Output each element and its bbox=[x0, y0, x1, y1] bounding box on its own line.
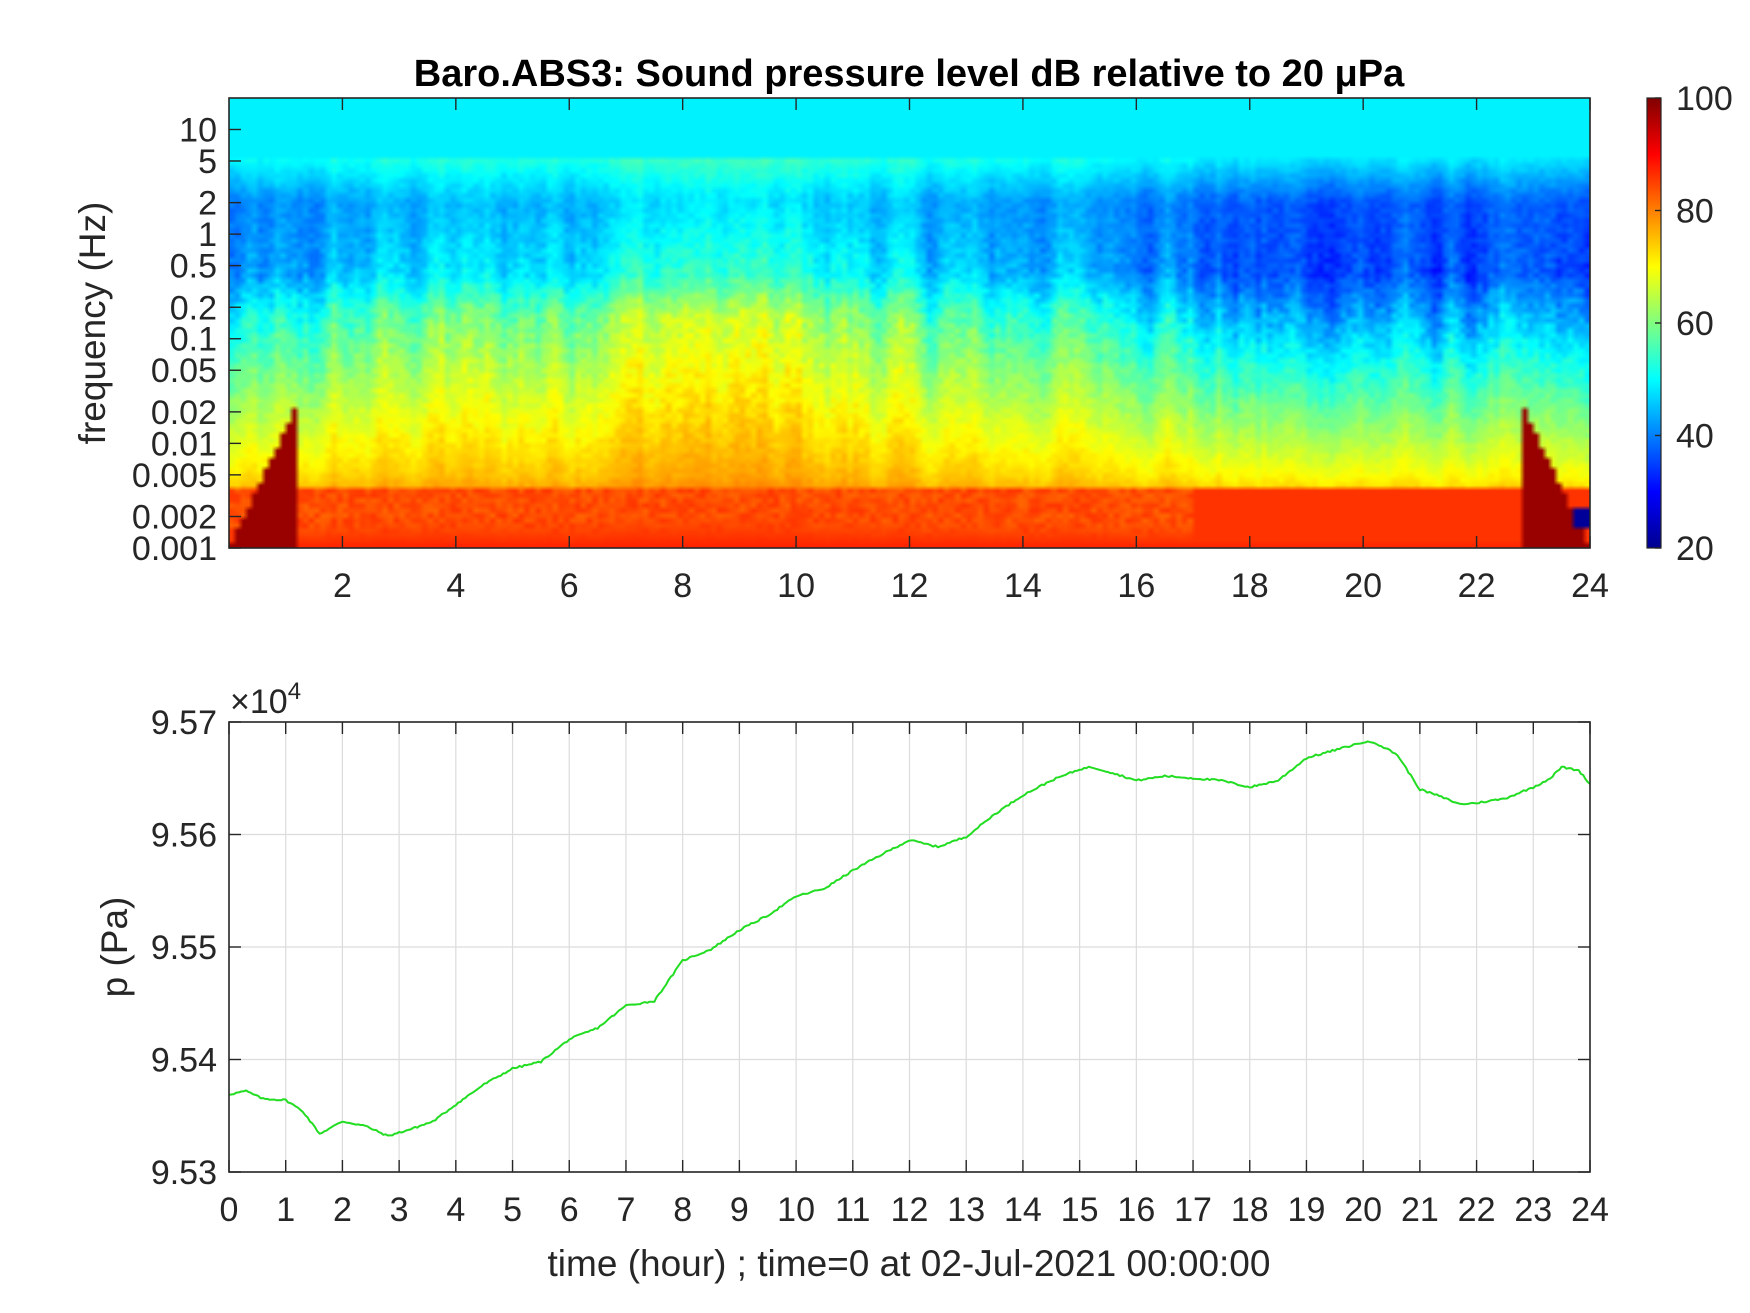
pressure-plot: 0 1 2 3 4 5 6 7 8 9 10 11 12 13 14 15 16 17 18 19 20 21 22 23 24… bbox=[151, 704, 1609, 1229]
spectrogram-y-tick-label: 0.2 bbox=[170, 289, 217, 327]
spectrogram-y-tick-label: 5 bbox=[198, 143, 217, 181]
spectrogram-title: Baro.ABS3: Sound pressure level dB relat… bbox=[414, 53, 1405, 95]
pressure-x-tick-label: 2 bbox=[333, 1191, 352, 1229]
pressure-x-tick-label: 3 bbox=[390, 1191, 409, 1229]
spectrogram-x-tick-label: 18 bbox=[1231, 567, 1269, 605]
spectrogram-y-tick-label: 0.5 bbox=[170, 248, 217, 286]
pressure-x-tick-label: 22 bbox=[1458, 1191, 1496, 1229]
spectrogram-x-tick-label: 24 bbox=[1571, 567, 1609, 605]
pressure-x-tick-label: 9 bbox=[730, 1191, 749, 1229]
pressure-xlabel: time (hour) ; time=0 at 02-Jul-2021 00:0… bbox=[548, 1243, 1271, 1284]
spectrogram-y-tick-label: 0.001 bbox=[132, 530, 217, 568]
spectrogram-image bbox=[229, 98, 1590, 548]
spectrogram-y-tick-label: 0.1 bbox=[170, 321, 217, 359]
colorbar-tick-label: 60 bbox=[1676, 305, 1714, 343]
colorbar-ticks: 100 80 60 40 20 bbox=[1655, 80, 1733, 568]
colorbar-tick-label: 100 bbox=[1676, 80, 1733, 118]
pressure-y-tick-label: 9.55 bbox=[151, 929, 217, 967]
exponent-base: ×10 bbox=[230, 683, 288, 721]
pressure-x-tick-label: 24 bbox=[1571, 1191, 1609, 1229]
pressure-x-tick-label: 0 bbox=[220, 1191, 239, 1229]
pressure-x-tick-label: 19 bbox=[1288, 1191, 1326, 1229]
spectrogram-y-tick-label: 0.01 bbox=[151, 425, 217, 463]
spectrogram-x-tick-label: 22 bbox=[1458, 567, 1496, 605]
spectrogram-x-tick-label: 12 bbox=[891, 567, 929, 605]
spectrogram-x-tick-label: 10 bbox=[777, 567, 815, 605]
pressure-x-tick-label: 12 bbox=[891, 1191, 929, 1229]
pressure-x-tick-label: 17 bbox=[1174, 1191, 1212, 1229]
spectrogram-x-tick-label: 4 bbox=[446, 567, 465, 605]
spectrogram-plot: 2 4 6 8 10 12 14 16 18 20 22 24 105210.50.20.10.050… bbox=[132, 97, 1609, 605]
spectrogram-x-tick-label: 2 bbox=[333, 567, 352, 605]
pressure-x-tick-label: 18 bbox=[1231, 1191, 1269, 1229]
colorbar: 100 80 60 40 20 bbox=[1646, 80, 1733, 568]
spectrogram-y-tick-label: 0.002 bbox=[132, 499, 217, 537]
pressure-x-tick-label: 14 bbox=[1004, 1191, 1042, 1229]
spectrogram-x-tick-label: 6 bbox=[560, 567, 579, 605]
spectrogram-x-tick-label: 20 bbox=[1344, 567, 1382, 605]
spectrogram-y-tick-label: 0.005 bbox=[132, 457, 217, 495]
pressure-x-tick-label: 21 bbox=[1401, 1191, 1439, 1229]
pressure-x-tick-label: 7 bbox=[616, 1191, 635, 1229]
colorbar-tick-label: 80 bbox=[1676, 193, 1714, 231]
pressure-x-tick-label: 5 bbox=[503, 1191, 522, 1229]
pressure-y-tick-label: 9.53 bbox=[151, 1154, 217, 1192]
pressure-y-tick-label: 9.56 bbox=[151, 817, 217, 855]
exponent-power: 4 bbox=[288, 678, 301, 705]
pressure-x-tick-label: 15 bbox=[1061, 1191, 1099, 1229]
pressure-x-tick-label: 20 bbox=[1344, 1191, 1382, 1229]
pressure-x-tick-label: 8 bbox=[673, 1191, 692, 1229]
pressure-exponent: ×104 bbox=[230, 678, 301, 721]
pressure-x-tick-label: 10 bbox=[777, 1191, 815, 1229]
spectrogram-x-tick-label: 14 bbox=[1004, 567, 1042, 605]
spectrogram-x-ticks: 2 4 6 8 10 12 14 16 18 20 22 24 bbox=[333, 98, 1609, 605]
spectrogram-y-ticks: 105 210.50.20.10.05 0.020.010.005 0.0020.00… bbox=[132, 111, 241, 568]
spectrogram-y-tick-label: 2 bbox=[198, 185, 217, 223]
pressure-ylabel: p (Pa) bbox=[94, 897, 135, 998]
colorbar-tick-label: 40 bbox=[1676, 418, 1714, 456]
pressure-x-tick-label: 6 bbox=[560, 1191, 579, 1229]
spectrogram-y-tick-label: 0.02 bbox=[151, 394, 217, 432]
colorbar-tick-label: 20 bbox=[1676, 530, 1714, 568]
pressure-series-line bbox=[229, 740, 1590, 1137]
spectrogram-x-tick-label: 8 bbox=[673, 567, 692, 605]
spectrogram-x-tick-label: 16 bbox=[1117, 567, 1155, 605]
pressure-x-tick-label: 4 bbox=[446, 1191, 465, 1229]
pressure-y-ticks: 9.57 9.56 9.55 9.54 9.53 bbox=[151, 704, 1590, 1192]
pressure-y-tick-label: 9.57 bbox=[151, 704, 217, 742]
spectrogram-y-tick-label: 1 bbox=[198, 216, 217, 254]
spectrogram-ylabel: frequency (Hz) bbox=[72, 202, 113, 445]
pressure-x-ticks: 0 1 2 3 4 5 6 7 8 9 10 11 12 13 14 15 16 17 18 19 20 21 22 23 24 bbox=[220, 722, 1609, 1229]
pressure-x-tick-label: 13 bbox=[947, 1191, 985, 1229]
pressure-x-tick-label: 16 bbox=[1117, 1191, 1155, 1229]
pressure-x-tick-label: 23 bbox=[1514, 1191, 1552, 1229]
spectrogram-y-tick-label: 10 bbox=[179, 111, 217, 149]
spectrogram-y-tick-label: 0.05 bbox=[151, 352, 217, 390]
pressure-y-tick-label: 9.54 bbox=[151, 1042, 217, 1080]
pressure-x-tick-label: 1 bbox=[276, 1191, 295, 1229]
pressure-x-tick-label: 11 bbox=[835, 1191, 870, 1229]
